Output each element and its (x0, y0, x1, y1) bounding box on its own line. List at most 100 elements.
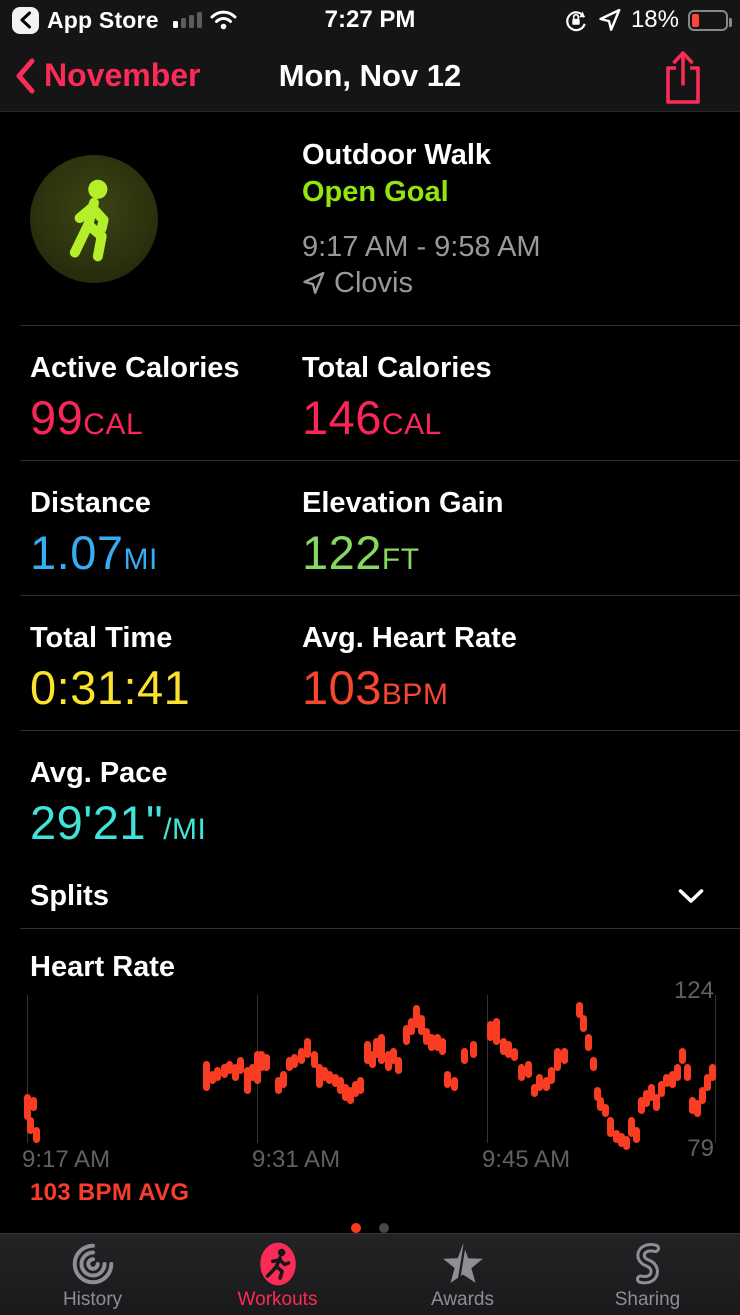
chevron-down-icon[interactable] (678, 889, 704, 904)
heart-rate-point (32, 1126, 40, 1144)
location-services-icon (599, 8, 621, 31)
status-bar: App Store 7:27 PM (0, 0, 740, 40)
workout-header: Outdoor Walk Open Goal 9:17 AM - 9:58 AM… (0, 112, 740, 325)
heart-rate-point (575, 1001, 583, 1019)
share-icon (666, 51, 700, 104)
heart-rate-chart[interactable]: 9:17 AM 9:31 AM 9:45 AM 124 79 (0, 977, 740, 1173)
heart-rate-point (407, 1018, 415, 1035)
heart-rate-point (536, 1073, 544, 1091)
workout-time-range: 9:17 AM - 9:58 AM (302, 230, 541, 263)
cellular-signal-icon (172, 12, 202, 28)
heart-rate-point (311, 1050, 318, 1068)
back-chevron-icon (20, 11, 31, 29)
heart-rate-point (637, 1096, 645, 1114)
splits-label: Splits (30, 880, 109, 912)
heart-rate-point (248, 1064, 256, 1081)
stat-value: 103 (302, 661, 382, 714)
divider (20, 928, 740, 929)
divider (20, 730, 740, 731)
heart-rate-point (384, 1050, 392, 1072)
nav-bar: November Mon, Nov 12 (0, 40, 740, 112)
chart-x-tick-label: 9:45 AM (482, 1146, 571, 1173)
stat-unit: /MI (163, 813, 207, 846)
heart-rate-point (263, 1054, 271, 1072)
stat-elevation-gain: Elevation Gain 122FT (302, 461, 740, 595)
heart-rate-point (647, 1083, 655, 1101)
tab-workouts[interactable]: Workouts (185, 1234, 370, 1315)
stat-label: Distance (30, 487, 151, 519)
heart-rate-point (593, 1087, 601, 1101)
heart-rate-point (325, 1070, 333, 1085)
stat-label: Total Calories (302, 352, 492, 384)
stat-unit: BPM (381, 678, 449, 711)
heart-rate-title: Heart Rate (30, 951, 176, 983)
heart-rate-point (642, 1090, 650, 1108)
page-dot[interactable] (379, 1223, 389, 1233)
stats-row-calories: Active Calories 99CAL Total Calories 146… (0, 326, 740, 460)
heart-rate-point (669, 1070, 677, 1088)
history-icon (72, 1243, 113, 1285)
heart-rate-point (291, 1054, 299, 1068)
stats-row-time-hr: Total Time 0:31:41 Avg. Heart Rate 103BP… (0, 596, 740, 730)
heart-rate-point (279, 1070, 287, 1088)
stat-unit: CAL (381, 408, 442, 441)
heart-rate-point (698, 1087, 706, 1104)
tab-awards[interactable]: Awards (370, 1234, 555, 1315)
nav-back-button[interactable]: November (14, 57, 201, 94)
heart-rate-point (688, 1096, 696, 1114)
tab-bar: History Workouts Awards Sharing (0, 1233, 740, 1315)
heart-rate-point (417, 1014, 425, 1035)
heart-rate-point (662, 1073, 670, 1088)
battery-nub (729, 17, 732, 27)
heart-rate-point (434, 1034, 442, 1052)
chart-gridline (487, 995, 488, 1143)
nav-back-label[interactable]: November (44, 57, 201, 93)
splits-row[interactable]: Splits (0, 865, 740, 928)
page-control[interactable] (0, 1223, 740, 1233)
stat-value: 29'21" (30, 796, 164, 849)
page-dot-active[interactable] (351, 1223, 361, 1233)
back-to-app-button[interactable] (12, 6, 39, 34)
chart-y-min-label: 79 (687, 1135, 714, 1162)
divider (20, 325, 740, 326)
stat-distance: Distance 1.07MI (30, 461, 302, 595)
heart-rate-point (470, 1041, 478, 1058)
tab-history[interactable]: History (0, 1234, 185, 1315)
wifi-icon (210, 10, 237, 30)
heart-rate-point (214, 1067, 222, 1081)
heart-rate-point (531, 1083, 539, 1098)
back-to-app-label[interactable]: App Store (47, 6, 159, 33)
heart-rate-point (493, 1018, 501, 1045)
heart-rate-point (297, 1047, 305, 1065)
tab-label: Awards (430, 1289, 494, 1310)
tab-sharing[interactable]: Sharing (555, 1234, 740, 1315)
heart-rate-point (613, 1129, 621, 1144)
workout-location: Clovis (334, 266, 413, 299)
heart-rate-point (708, 1064, 716, 1081)
heart-rate-point (315, 1064, 323, 1088)
heart-rate-point (30, 1096, 38, 1111)
location-arrow-icon (303, 271, 325, 294)
page-title: Mon, Nov 12 (278, 57, 462, 93)
awards-icon (442, 1244, 483, 1285)
divider (20, 595, 740, 596)
battery-icon (688, 9, 732, 31)
stat-unit: FT (381, 543, 420, 576)
share-button[interactable] (660, 48, 706, 111)
heart-rate-point (24, 1093, 32, 1121)
status-time: 7:27 PM (324, 6, 416, 33)
heart-rate-point (486, 1021, 494, 1042)
heart-rate-point (403, 1024, 410, 1045)
battery-percent: 18% (630, 6, 679, 33)
stat-label: Avg. Heart Rate (302, 622, 517, 654)
heart-rate-point (258, 1050, 266, 1072)
walking-figure-icon (69, 179, 109, 261)
tab-label: Sharing (614, 1289, 681, 1310)
heart-rate-point (357, 1077, 364, 1095)
stat-label: Total Time (30, 622, 173, 654)
heart-rate-point (412, 1004, 420, 1029)
battery-fill (692, 13, 699, 27)
stat-value: 99 (30, 391, 84, 444)
nav-back-chevron-icon (16, 58, 35, 93)
heart-rate-point (585, 1034, 593, 1052)
